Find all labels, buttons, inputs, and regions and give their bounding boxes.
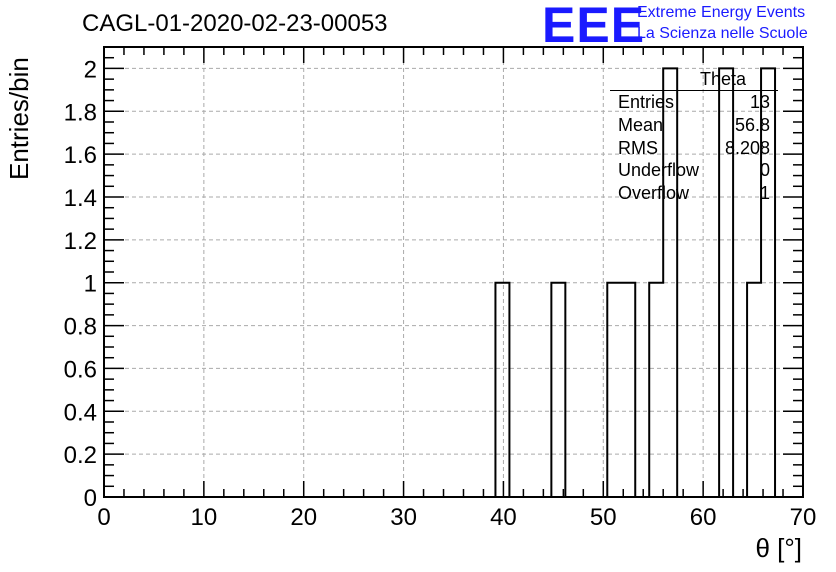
- x-tick-label: 60: [690, 504, 717, 531]
- y-axis-label: Entries/bin: [4, 57, 34, 180]
- histogram-bar: [649, 283, 663, 497]
- x-tick-label: 10: [191, 504, 218, 531]
- y-tick-label: 0: [84, 485, 97, 512]
- histogram-bar: [551, 283, 565, 497]
- grid-lines: [104, 47, 803, 497]
- stat-value: 13: [749, 92, 770, 112]
- histogram-bar: [621, 283, 635, 497]
- y-tick-label: 2: [84, 56, 97, 83]
- stat-row-rms: RMS 8.208: [610, 137, 778, 160]
- stats-title: Theta: [610, 68, 778, 91]
- stat-row-entries: Entries 13: [610, 91, 778, 114]
- x-axis-label: θ [°]: [755, 533, 802, 563]
- stat-value: 1: [759, 183, 770, 204]
- chart-title: CAGL-01-2020-02-23-00053: [82, 10, 388, 37]
- x-tick-label: 50: [590, 504, 617, 531]
- y-tick-label: 0.6: [64, 356, 97, 383]
- logo-text-line1: Extreme Energy Events: [637, 4, 806, 21]
- stat-value: 8.208: [724, 137, 770, 158]
- stat-row-underflow: Underflow 0: [610, 159, 778, 182]
- eee-logo: EEE: [542, 0, 646, 53]
- x-tick-label: 70: [790, 504, 817, 531]
- stat-row-mean: Mean 56.8: [610, 114, 778, 137]
- logo-text-line2: La Scienza nelle Scuole: [637, 25, 808, 42]
- y-tick-label: 1.8: [64, 99, 97, 126]
- histogram-bar: [747, 283, 761, 497]
- y-tick-label: 1.2: [64, 228, 97, 255]
- axis-ticks: [103, 46, 804, 498]
- x-tick-label: 0: [97, 504, 110, 531]
- stats-box: Theta Entries 13 Mean 56.8 RMS 8.208 Und…: [610, 68, 778, 205]
- x-tick-label: 40: [490, 504, 517, 531]
- stat-value: 56.8: [734, 114, 770, 135]
- stat-label: RMS: [618, 137, 658, 158]
- x-tick-label: 30: [390, 504, 417, 531]
- y-tick-label: 0.4: [64, 399, 97, 426]
- histogram-bar: [607, 283, 621, 497]
- x-tick-label: 20: [290, 504, 317, 531]
- y-tick-label: 1.6: [64, 142, 97, 169]
- tick-labels: 0 10 20 30 40 50 60 7000.20.40.60.811.21.41.61.…: [64, 56, 817, 531]
- y-tick-label: 0.8: [64, 314, 97, 341]
- y-tick-label: 0.2: [64, 442, 97, 469]
- stat-label: Overflow: [618, 183, 690, 204]
- stat-value: 0: [759, 160, 770, 181]
- stat-label: Entries: [618, 92, 675, 112]
- stat-label: Underflow: [618, 160, 700, 181]
- stat-label: Mean: [618, 114, 664, 135]
- y-tick-label: 1: [84, 271, 97, 298]
- histogram-bar: [495, 283, 509, 497]
- stat-row-overflow: Overflow 1: [610, 182, 778, 205]
- y-tick-label: 1.4: [64, 185, 97, 212]
